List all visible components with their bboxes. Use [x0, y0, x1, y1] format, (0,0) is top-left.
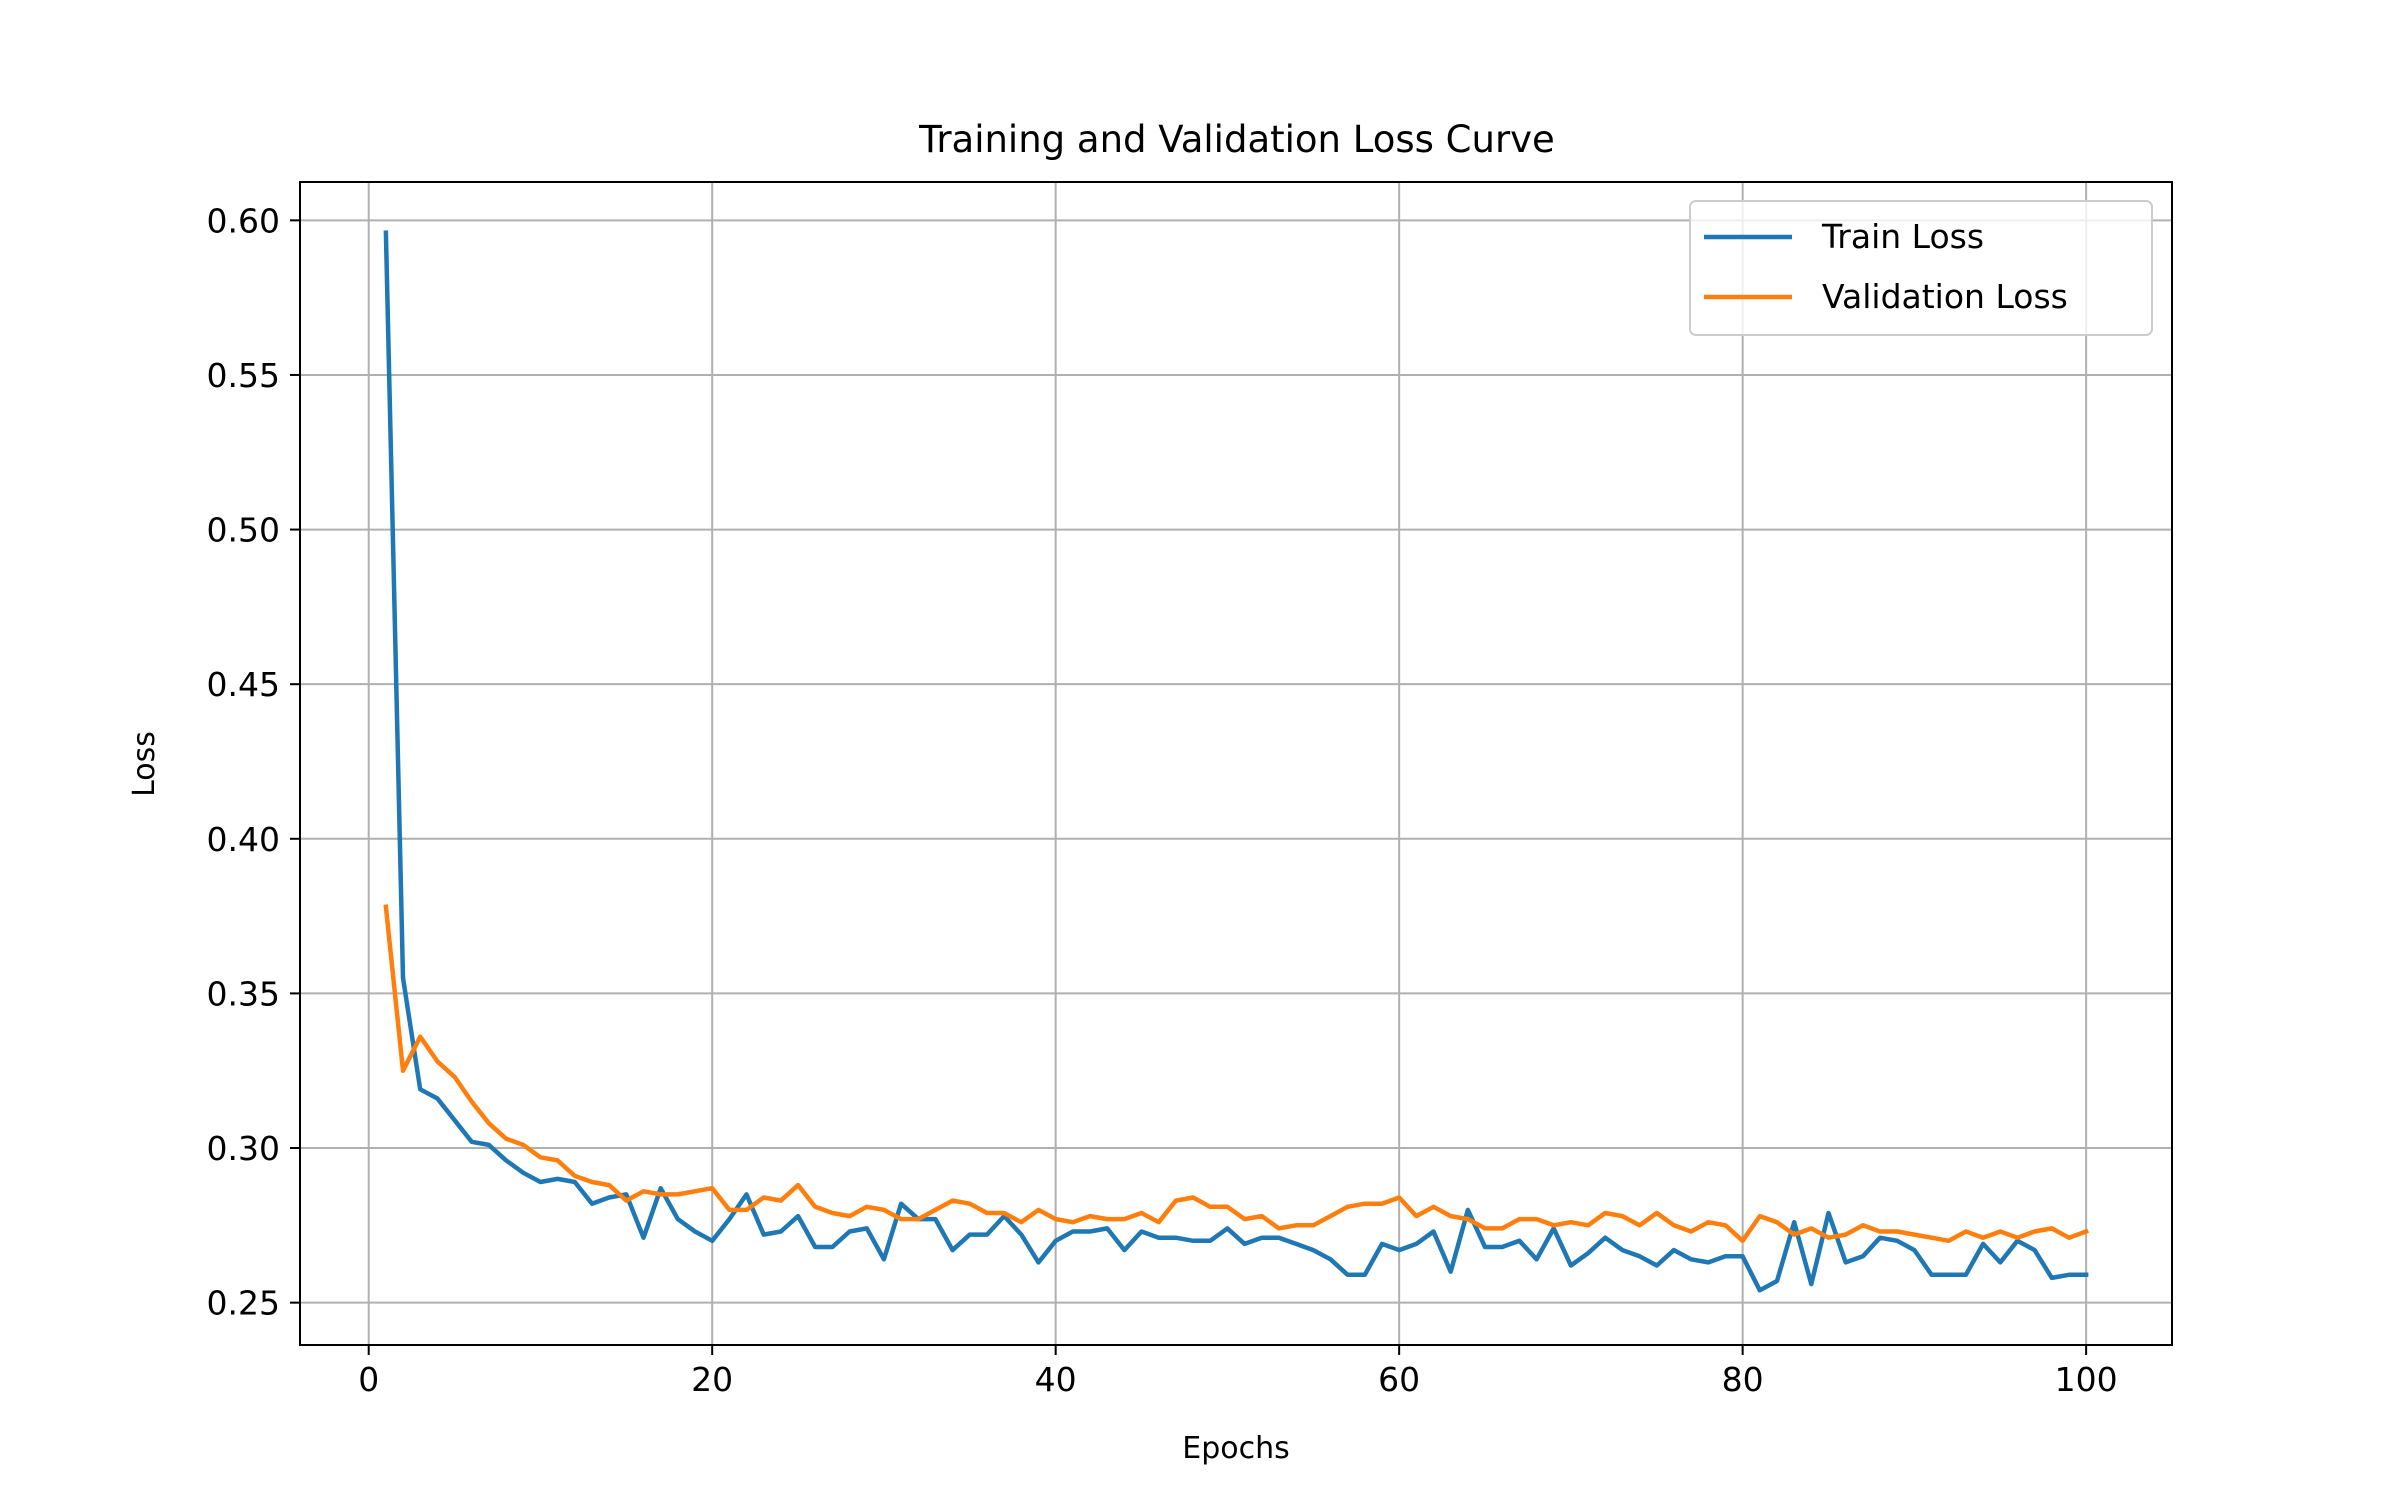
y-tick-label: 0.30	[207, 1129, 280, 1168]
chart-title: Training and Validation Loss Curve	[918, 118, 1555, 161]
y-tick-label: 0.45	[207, 665, 280, 704]
y-tick-label: 0.40	[207, 820, 280, 859]
series-line-validation-loss	[383, 904, 2089, 1244]
x-tick-label: 80	[1722, 1360, 1764, 1399]
y-tick-label: 0.35	[207, 974, 280, 1013]
x-axis-label: Epochs	[1182, 1431, 1290, 1466]
y-tick-label: 0.60	[207, 201, 280, 240]
x-tick-label: 100	[2055, 1360, 2118, 1399]
legend: Train Loss Validation Loss	[1689, 200, 2153, 336]
plot-area-frame	[299, 181, 2173, 1346]
x-tick-label: 20	[691, 1360, 733, 1399]
legend-label-train-loss: Train Loss	[1821, 217, 1984, 256]
y-tick-label: 0.50	[207, 511, 280, 550]
y-tick-label: 0.55	[207, 356, 280, 395]
series-line-train-loss	[383, 230, 2089, 1293]
legend-label-validation-loss: Validation Loss	[1822, 277, 2068, 316]
axis-ticks: 0 20 40 60 80 100 0.25 0.30 0.35 0.40 0.45 0.50 0.55…	[207, 201, 2118, 1399]
grid-lines	[300, 182, 2172, 1345]
series-lines	[383, 230, 2089, 1293]
legend-box	[1689, 200, 2153, 336]
x-tick-label: 40	[1035, 1360, 1077, 1399]
y-tick-label: 0.25	[207, 1284, 280, 1323]
x-tick-label: 60	[1378, 1360, 1420, 1399]
x-tick-label: 0	[358, 1360, 379, 1399]
y-axis-label: Loss	[127, 731, 162, 797]
